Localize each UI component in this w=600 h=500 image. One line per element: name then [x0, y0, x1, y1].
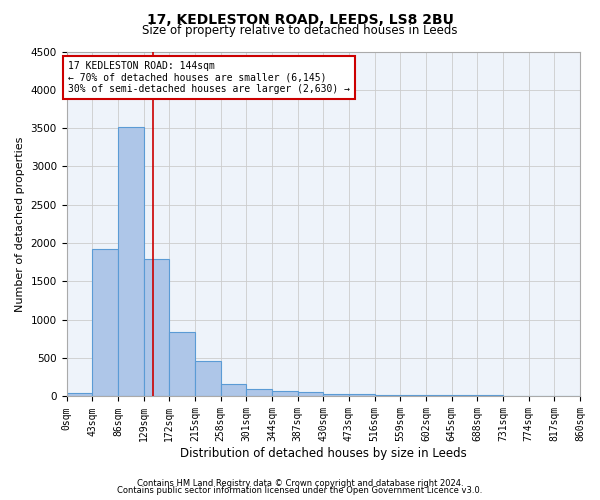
Bar — [272, 391, 298, 396]
Bar — [298, 392, 323, 396]
Text: Size of property relative to detached houses in Leeds: Size of property relative to detached ho… — [142, 24, 458, 37]
Bar — [143, 259, 169, 396]
Bar — [246, 389, 272, 396]
Y-axis label: Number of detached properties: Number of detached properties — [15, 136, 25, 312]
Text: Contains HM Land Registry data © Crown copyright and database right 2024.: Contains HM Land Registry data © Crown c… — [137, 478, 463, 488]
Bar — [374, 394, 400, 396]
Bar — [169, 332, 195, 396]
Bar — [221, 384, 246, 396]
Bar — [118, 128, 143, 396]
Bar — [349, 394, 374, 396]
Bar — [400, 395, 426, 396]
Bar — [195, 361, 221, 396]
Bar — [92, 250, 118, 396]
X-axis label: Distribution of detached houses by size in Leeds: Distribution of detached houses by size … — [180, 447, 467, 460]
Bar — [323, 394, 349, 396]
Text: 17, KEDLESTON ROAD, LEEDS, LS8 2BU: 17, KEDLESTON ROAD, LEEDS, LS8 2BU — [146, 12, 454, 26]
Bar — [67, 394, 92, 396]
Text: Contains public sector information licensed under the Open Government Licence v3: Contains public sector information licen… — [118, 486, 482, 495]
Text: 17 KEDLESTON ROAD: 144sqm
← 70% of detached houses are smaller (6,145)
30% of se: 17 KEDLESTON ROAD: 144sqm ← 70% of detac… — [68, 60, 350, 94]
